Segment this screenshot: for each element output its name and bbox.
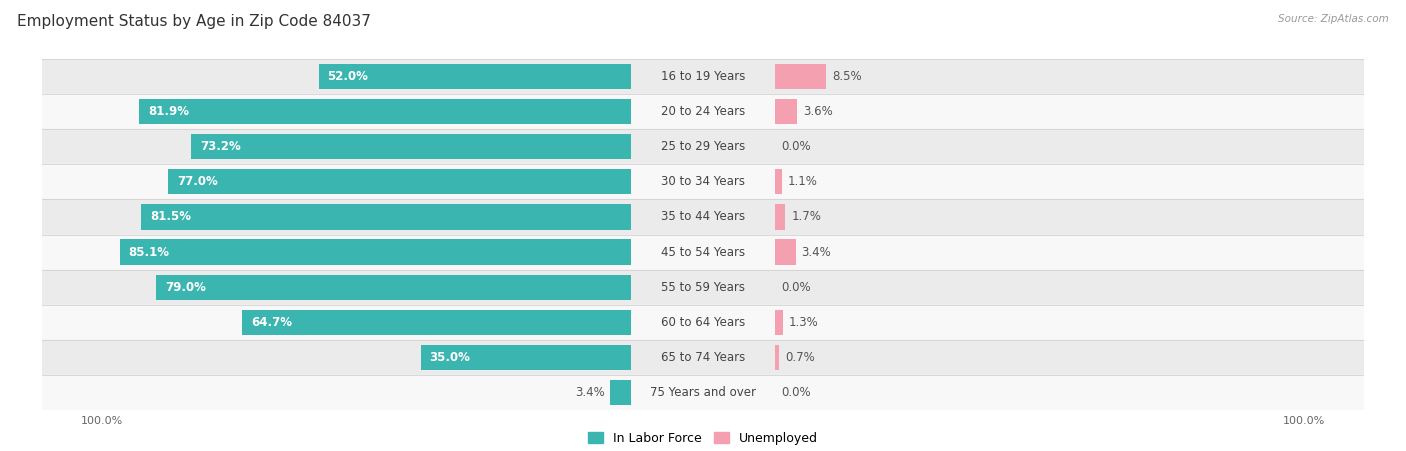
Bar	[42, 375, 1364, 410]
Bar	[775, 169, 782, 194]
Bar	[775, 239, 796, 265]
Bar	[775, 64, 827, 89]
Text: 20 to 24 Years: 20 to 24 Years	[661, 105, 745, 118]
Text: 1.3%: 1.3%	[789, 316, 818, 329]
Text: 52.0%: 52.0%	[328, 70, 368, 83]
Text: 8.5%: 8.5%	[832, 70, 862, 83]
Bar	[120, 239, 631, 265]
Text: 3.4%: 3.4%	[801, 246, 831, 258]
Bar	[169, 169, 631, 194]
Text: 81.5%: 81.5%	[150, 211, 191, 223]
Bar	[775, 99, 797, 124]
Text: 81.9%: 81.9%	[148, 105, 188, 118]
Bar	[42, 235, 1364, 270]
Text: 60 to 64 Years: 60 to 64 Years	[661, 316, 745, 329]
Bar	[141, 204, 631, 230]
Bar	[139, 99, 631, 124]
Bar	[42, 164, 1364, 199]
Bar	[42, 270, 1364, 305]
Text: 3.6%: 3.6%	[803, 105, 832, 118]
Bar	[775, 345, 779, 370]
Text: 16 to 19 Years: 16 to 19 Years	[661, 70, 745, 83]
Text: 30 to 34 Years: 30 to 34 Years	[661, 175, 745, 188]
Text: 55 to 59 Years: 55 to 59 Years	[661, 281, 745, 294]
Bar	[156, 275, 631, 300]
Text: 0.7%: 0.7%	[786, 351, 815, 364]
Text: 1.1%: 1.1%	[787, 175, 817, 188]
Text: Employment Status by Age in Zip Code 84037: Employment Status by Age in Zip Code 840…	[17, 14, 371, 28]
Text: 0.0%: 0.0%	[782, 281, 811, 294]
Text: 3.4%: 3.4%	[575, 387, 605, 399]
Bar	[42, 305, 1364, 340]
Text: 25 to 29 Years: 25 to 29 Years	[661, 140, 745, 153]
Text: 1.7%: 1.7%	[792, 211, 821, 223]
Text: 0.0%: 0.0%	[782, 387, 811, 399]
Text: 85.1%: 85.1%	[129, 246, 170, 258]
Text: 35.0%: 35.0%	[430, 351, 471, 364]
Text: Source: ZipAtlas.com: Source: ZipAtlas.com	[1278, 14, 1389, 23]
Text: 0.0%: 0.0%	[782, 140, 811, 153]
Bar	[242, 310, 631, 335]
Text: 35 to 44 Years: 35 to 44 Years	[661, 211, 745, 223]
Text: 77.0%: 77.0%	[177, 175, 218, 188]
Bar	[191, 134, 631, 159]
Bar	[42, 129, 1364, 164]
Bar	[42, 340, 1364, 375]
Text: 79.0%: 79.0%	[166, 281, 207, 294]
Bar	[420, 345, 631, 370]
Text: 73.2%: 73.2%	[200, 140, 240, 153]
Bar	[775, 310, 783, 335]
Bar	[42, 94, 1364, 129]
Bar	[42, 59, 1364, 94]
Text: 45 to 54 Years: 45 to 54 Years	[661, 246, 745, 258]
Bar	[319, 64, 631, 89]
Text: 75 Years and over: 75 Years and over	[650, 387, 756, 399]
Bar	[610, 380, 631, 405]
Bar	[42, 199, 1364, 235]
Legend: In Labor Force, Unemployed: In Labor Force, Unemployed	[583, 427, 823, 450]
Text: 65 to 74 Years: 65 to 74 Years	[661, 351, 745, 364]
Bar	[775, 204, 786, 230]
Text: 64.7%: 64.7%	[252, 316, 292, 329]
